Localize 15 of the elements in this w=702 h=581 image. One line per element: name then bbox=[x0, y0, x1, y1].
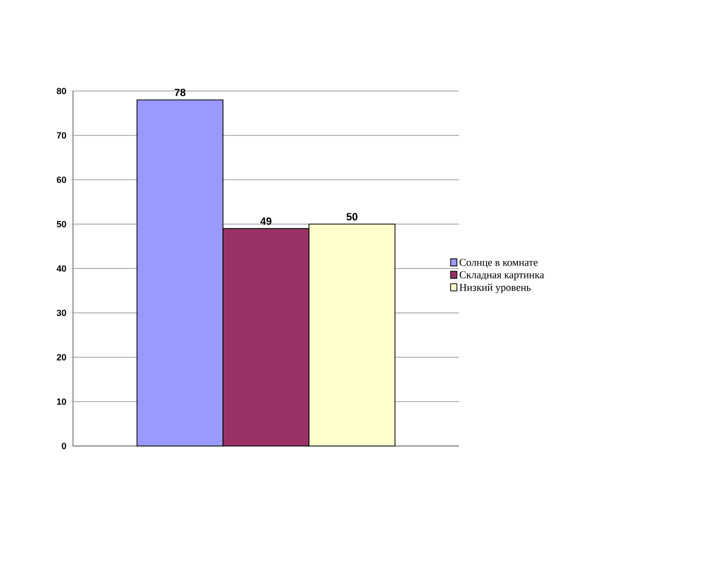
y-tick-label: 10 bbox=[57, 398, 66, 405]
y-tick-label: 40 bbox=[56, 265, 66, 272]
y-tick-label: 80 bbox=[56, 88, 66, 94]
y-tick-label: 30 bbox=[56, 310, 66, 316]
legend-label: Солнце в комнате bbox=[460, 258, 538, 268]
data-label: 49 bbox=[260, 217, 272, 225]
data-label: 50 bbox=[346, 213, 358, 220]
y-tick-label: 50 bbox=[56, 220, 66, 228]
legend-label: Складная картинка bbox=[460, 271, 544, 280]
data-label: 78 bbox=[174, 88, 186, 96]
legend-label: Низкий уровень bbox=[460, 284, 531, 294]
y-tick-label: 0 bbox=[62, 442, 66, 450]
y-tick-label: 70 bbox=[56, 132, 66, 139]
y-tick-label: 60 bbox=[56, 176, 66, 183]
y-tick-label: 20 bbox=[56, 354, 66, 360]
